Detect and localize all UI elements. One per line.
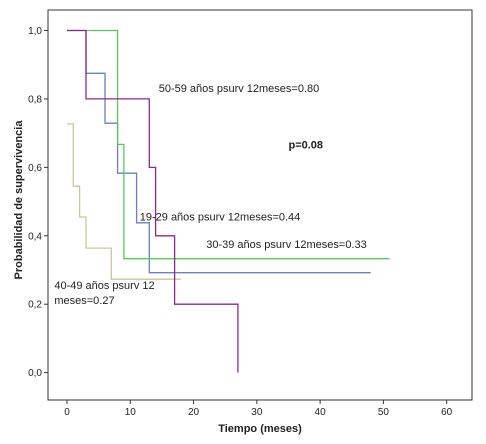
- y-tick-label: 0,4: [28, 231, 42, 242]
- x-tick-label: 60: [441, 407, 453, 418]
- annotation-4: 30-39 años psurv 12meses=0.33: [206, 239, 367, 251]
- x-tick-label: 50: [378, 407, 390, 418]
- x-tick-label: 40: [315, 407, 327, 418]
- axes: 0 10 20 30 40 50 60 0,0 0,2 0,4 0,6 0,8 1,0: [28, 9, 473, 418]
- annotation-2: p=0.08: [288, 140, 323, 152]
- y-tick-label: 0,6: [28, 163, 42, 174]
- y-tick-label: 0,2: [28, 300, 42, 311]
- survival-curve-1: [67, 123, 181, 280]
- survival-curve-3: [67, 29, 390, 260]
- x-axis-title: Tiempo (meses): [218, 423, 302, 435]
- annotation-5: 40-49 años psurv 12: [54, 280, 154, 292]
- annotation-3: 19-29 años psurv 12meses=0.44: [140, 211, 301, 223]
- y-tick-label: 0,0: [28, 368, 42, 379]
- x-tick-label: 0: [64, 407, 70, 418]
- x-tick-label: 20: [188, 407, 200, 418]
- annotations-layer: 50-59 años psurv 12meses=0.80 p=0.08 19-29…: [54, 83, 366, 307]
- x-tick-label: 10: [125, 407, 137, 418]
- y-tick-label: 1,0: [28, 26, 42, 37]
- annotation-1: 50-59 años psurv 12meses=0.80: [159, 83, 320, 95]
- x-tick-label: 30: [251, 407, 263, 418]
- y-axis-title: Probabilidad de supervivencia: [13, 120, 25, 280]
- plot-frame: [47, 9, 473, 401]
- survival-curve-2: [85, 30, 371, 274]
- y-tick-label: 0,8: [28, 94, 42, 105]
- survival-curve-4: [67, 29, 239, 373]
- series-layer: [67, 29, 390, 373]
- annotation-6: meses=0.27: [54, 295, 114, 307]
